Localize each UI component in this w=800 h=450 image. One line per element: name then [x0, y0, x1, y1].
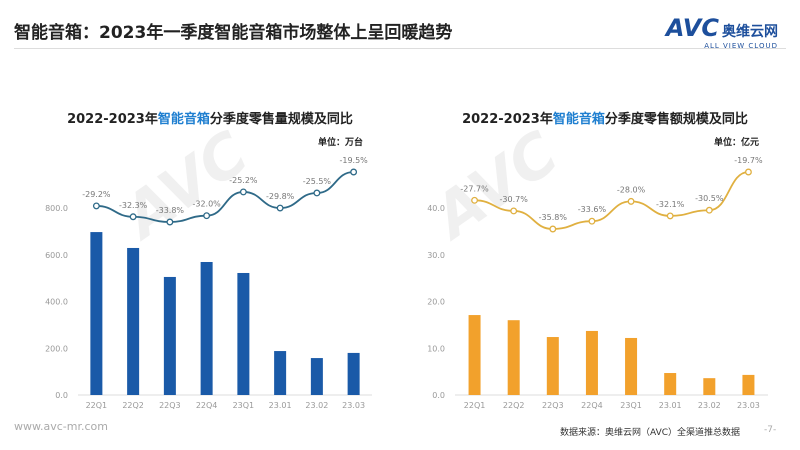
chart-title-left: 2022-2023年智能音箱分季度零售量规模及同比 [67, 112, 353, 127]
y-tick-label: 20.0 [427, 298, 445, 307]
x-tick-label: 22Q4 [196, 401, 218, 410]
unit-left: 单位：万台 [318, 138, 364, 148]
bar [546, 337, 559, 395]
yoy-point [705, 206, 713, 214]
x-tick-label: 23.03 [342, 401, 365, 410]
yoy-point [350, 168, 358, 176]
data-source: 数据来源：奥维云网（AVC）全渠道推总数据 [560, 428, 741, 438]
y-tick-label: 0.0 [432, 391, 445, 400]
x-tick-label: 23Q1 [233, 401, 255, 410]
yoy-label: -25.5% [303, 177, 332, 186]
divider [14, 48, 786, 49]
yoy-point [666, 212, 674, 220]
bar [90, 232, 103, 395]
yoy-point [549, 225, 557, 233]
y-tick-label: 40.0 [427, 204, 445, 213]
y-tick-label: 400.0 [45, 298, 68, 307]
x-tick-label: 23.01 [659, 401, 682, 410]
y-tick-label: 800.0 [45, 204, 68, 213]
yoy-point [744, 168, 752, 176]
yoy-point [627, 197, 635, 205]
yoy-point [276, 204, 284, 212]
yoy-point [313, 189, 321, 197]
yoy-label: -29.8% [266, 192, 295, 201]
bar [163, 276, 176, 395]
unit-right: 单位：亿元 [714, 138, 760, 148]
yoy-label: -32.3% [119, 201, 148, 210]
yoy-point [203, 212, 211, 220]
yoy-point [239, 188, 247, 196]
x-tick-label: 23.02 [698, 401, 721, 410]
avc-logo: AVC 奥维云网 ALL VIEW CLOUD [665, 14, 778, 50]
yoy-label: -32.1% [656, 200, 685, 209]
x-tick-label: 23.02 [305, 401, 328, 410]
chart-title-right: 2022-2023年智能音箱分季度零售额规模及同比 [462, 112, 748, 127]
yoy-point [588, 217, 596, 225]
x-tick-label: 22Q2 [122, 401, 144, 410]
bar [347, 352, 360, 395]
yoy-point [510, 207, 518, 215]
yoy-label: -25.2% [229, 176, 258, 185]
y-tick-label: 30.0 [427, 251, 445, 260]
bar [585, 330, 598, 395]
bar [507, 320, 520, 395]
page-title: 智能音箱：2023年一季度智能音箱市场整体上呈回暖趋势 [14, 23, 453, 43]
yoy-label: -32.0% [192, 200, 221, 209]
yoy-label: -30.5% [695, 194, 724, 203]
yoy-label: -19.5% [339, 156, 368, 165]
bar [127, 247, 140, 395]
page-number: -7- [764, 425, 777, 435]
yoy-label: -33.6% [578, 205, 607, 214]
y-tick-label: 0.0 [55, 391, 68, 400]
yoy-label: -28.0% [617, 185, 646, 194]
y-tick-label: 200.0 [45, 344, 68, 353]
yoy-label: -29.2% [82, 190, 111, 199]
y-tick-label: 600.0 [45, 251, 68, 260]
bar [468, 315, 481, 395]
x-tick-label: 22Q1 [464, 401, 486, 410]
yoy-point [166, 218, 174, 226]
bar [664, 373, 677, 395]
x-tick-label: 22Q2 [503, 401, 525, 410]
x-tick-label: 22Q3 [542, 401, 564, 410]
x-tick-label: 23.03 [737, 401, 760, 410]
bar [200, 261, 213, 395]
bar [742, 374, 755, 395]
bar [625, 337, 638, 395]
website: www.avc-mr.com [14, 420, 108, 433]
yoy-label: -33.8% [156, 206, 185, 215]
yoy-point [92, 202, 100, 210]
x-tick-label: 22Q1 [86, 401, 108, 410]
x-tick-label: 23.01 [269, 401, 292, 410]
bar [237, 272, 250, 395]
yoy-label: -30.7% [500, 195, 529, 204]
x-tick-label: 22Q3 [159, 401, 181, 410]
x-tick-label: 23Q1 [620, 401, 642, 410]
bar [274, 351, 287, 395]
bar [310, 358, 323, 395]
yoy-label: -27.7% [460, 184, 489, 193]
yoy-point [471, 196, 479, 204]
y-tick-label: 10.0 [427, 344, 445, 353]
yoy-label: -19.7% [734, 156, 763, 165]
bar [703, 378, 716, 395]
yoy-line [96, 171, 354, 223]
yoy-point [129, 213, 137, 221]
x-tick-label: 22Q4 [581, 401, 603, 410]
yoy-label: -35.8% [539, 213, 568, 222]
